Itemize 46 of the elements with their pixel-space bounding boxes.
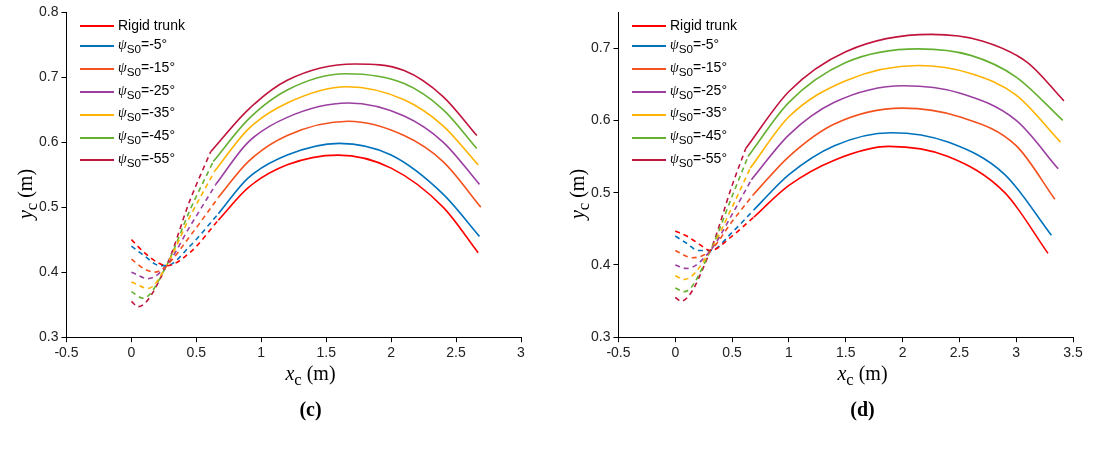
x-tick-label: 3.5: [1063, 344, 1083, 361]
x-tick-label: 3: [517, 344, 526, 361]
x-tick-label: 0.5: [722, 344, 743, 361]
x-tick-label: 2.5: [949, 344, 970, 361]
y-tick-label: 0.5: [38, 197, 59, 214]
x-tick-label: 0: [127, 344, 136, 361]
legend-label: Rigid trunk: [670, 16, 737, 35]
legend-label: ψ$_{S0}$=-25°: [670, 80, 727, 103]
y-tick-label: 0.4: [38, 263, 59, 280]
legend-label: ψ$_{S0}$=-55°: [118, 149, 175, 171]
legend-label: ψ$_{S0}$=-55°: [670, 149, 727, 171]
text: (c): [298, 398, 323, 421]
x-tick-label: 0.5: [186, 344, 207, 361]
x-tick-label: 2.5: [446, 344, 467, 361]
x-axis-title: x$_{c}$ (m): [284, 362, 337, 390]
y-tick-label: 0.4: [590, 255, 611, 272]
y-tick-label: 0.7: [590, 38, 611, 55]
y-tick-label: 0.6: [590, 111, 611, 128]
x-tick-label: 0: [671, 344, 680, 361]
legend-label: ψ$_{S0}$=-15°: [118, 57, 175, 80]
x-tick-label: -0.5: [54, 344, 79, 361]
y-tick-label: 0.8: [38, 2, 59, 19]
legend-label: ψ$_{S0}$=-5°: [670, 35, 720, 57]
legend-label: ψ$_{S0}$=-15°: [670, 57, 727, 80]
legend-label: ψ$_{S0}$=-45°: [670, 126, 727, 148]
x-tick-label: 1: [257, 344, 266, 361]
x-tick-label: 2: [387, 344, 396, 361]
y-tick-label: 0.3: [38, 328, 59, 345]
x-tick-label: 2: [898, 344, 907, 361]
legend-label: ψ$_{S0}$=-45°: [118, 126, 175, 148]
legend-label: ψ$_{S0}$=-25°: [118, 80, 175, 103]
y-tick-label: 0.5: [590, 183, 611, 200]
x-tick-label: 1.5: [836, 344, 856, 361]
y-tick-label: 0.3: [590, 328, 611, 345]
x-tick-label: 3: [1012, 344, 1021, 361]
legend-label: Rigid trunk: [118, 16, 185, 35]
legend-label: ψ$_{S0}$=-35°: [670, 103, 727, 126]
legend-label: ψ$_{S0}$=-5°: [118, 35, 168, 57]
x-tick-label: -0.5: [606, 344, 631, 361]
legend-label: ψ$_{S0}$=-35°: [118, 103, 175, 126]
x-tick-label: 1: [785, 344, 794, 361]
y-tick-label: 0.7: [38, 67, 59, 84]
x-tick-label: 1.5: [316, 344, 337, 361]
y-tick-label: 0.6: [38, 132, 59, 149]
x-axis-title: x$_{c}$ (m): [836, 362, 889, 390]
text: (d): [849, 398, 876, 421]
